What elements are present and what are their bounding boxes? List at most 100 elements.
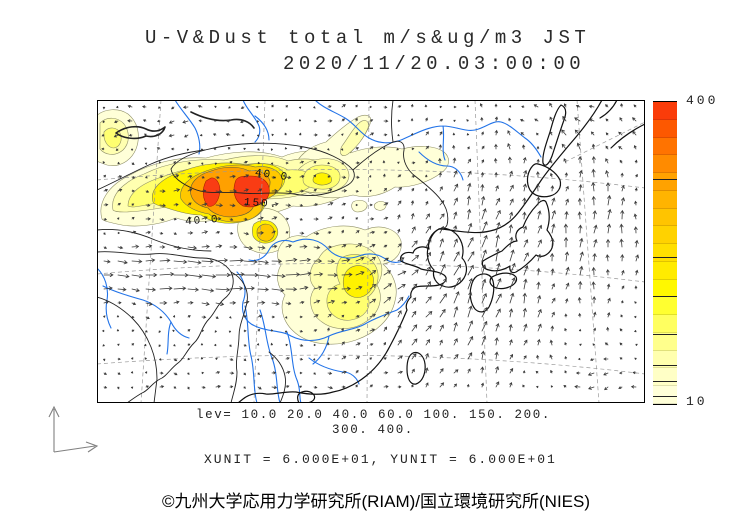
wind-arrow <box>117 161 120 165</box>
wind-arrow <box>509 184 514 192</box>
wind-arrow <box>494 351 499 360</box>
wind-arrow <box>299 258 311 262</box>
wind-arrow <box>397 134 400 137</box>
wind-arrow <box>341 104 346 108</box>
wind-arrow <box>635 254 639 262</box>
wind-arrow <box>201 244 210 249</box>
wind-arrow <box>257 175 262 178</box>
coastlines <box>237 100 645 403</box>
wind-arrow <box>620 314 623 318</box>
wind-arrow <box>397 257 405 262</box>
wind-arrow <box>355 356 360 360</box>
wind-arrow <box>425 296 432 304</box>
wind-arrow <box>299 301 305 304</box>
wind-arrow <box>201 176 205 179</box>
wind-arrow <box>522 211 527 220</box>
wind-arrow <box>383 385 389 389</box>
wind-arrow <box>411 212 415 220</box>
wind-arrow <box>299 132 302 136</box>
wind-arrow <box>369 370 373 374</box>
wind-arrow <box>439 186 443 192</box>
wind-arrow <box>494 337 499 346</box>
wind-arrow <box>564 355 568 360</box>
wind-arrow <box>481 145 485 150</box>
wind-arrow <box>481 335 487 346</box>
wind-arrow <box>383 216 389 220</box>
wind-arrow <box>131 230 137 234</box>
wind-arrow <box>509 339 513 346</box>
river-path <box>314 100 542 161</box>
wind-arrow <box>481 234 488 248</box>
colorbar-segment <box>653 226 677 245</box>
wind-arrow <box>215 385 221 389</box>
graticule-meridian <box>474 100 488 403</box>
graticule-meridian <box>366 100 370 403</box>
wind-arrow <box>480 117 484 122</box>
coastline-korea <box>426 227 468 288</box>
wind-arrow <box>578 224 583 234</box>
coastline-hokkaido <box>526 163 562 198</box>
wind-arrow <box>257 386 262 390</box>
wind-arrow <box>439 213 445 220</box>
wind-arrow <box>536 267 541 276</box>
wind-arrow <box>243 232 250 236</box>
wind-arrow <box>215 231 221 234</box>
wind-arrow <box>103 358 106 362</box>
wind-arrow <box>425 352 429 360</box>
wind-arrow <box>117 202 121 206</box>
graticule-meridian <box>253 100 266 403</box>
wind-arrow <box>201 315 207 319</box>
wind-arrow <box>383 147 386 150</box>
wind-arrow <box>522 384 525 388</box>
colorbar-segment <box>653 208 677 227</box>
wind-arrow <box>509 277 516 290</box>
wind-arrow <box>271 244 278 249</box>
wind-arrow <box>523 252 529 262</box>
wind-arrow <box>549 131 553 136</box>
graticule-lines <box>97 100 645 403</box>
wind-arrow <box>369 230 376 234</box>
wind-arrow <box>438 171 442 178</box>
wind-arrow <box>145 330 148 333</box>
wind-arrow <box>564 172 568 178</box>
wind-arrow <box>229 286 244 291</box>
wind-arrow <box>523 355 527 360</box>
wind-arrow <box>589 118 595 122</box>
wind-arrow <box>523 339 528 346</box>
wind-arrow <box>607 297 611 304</box>
wind-arrow <box>229 272 245 277</box>
wind-arrow <box>284 132 287 136</box>
wind-arrow <box>453 291 460 304</box>
wind-arrow <box>171 106 175 110</box>
wind-arrow <box>495 221 501 234</box>
wind-arrow <box>550 172 553 178</box>
wind-arrow <box>634 200 638 206</box>
wind-arrow <box>257 148 260 151</box>
wind-arrow <box>494 143 498 150</box>
wind-arrow <box>605 254 610 262</box>
wind-arrow <box>635 173 638 178</box>
wind-arrow <box>168 120 175 124</box>
wind-arrow <box>508 224 513 234</box>
wind-arrow <box>383 133 388 137</box>
wind-arrow <box>369 298 377 304</box>
wind-arrow <box>397 310 402 318</box>
wind-arrow <box>619 117 623 122</box>
wind-arrow <box>228 330 232 334</box>
wind-arrow <box>396 148 399 151</box>
wind-arrow <box>634 357 637 360</box>
wind-arrow <box>355 256 365 262</box>
wind-arrow <box>520 132 525 136</box>
wind-arrow <box>621 269 625 276</box>
graticule-meridian <box>576 100 600 403</box>
wind-arrow <box>439 105 443 109</box>
wind-arrow <box>271 259 283 264</box>
coastline-mainland <box>438 100 603 234</box>
wind-arrow <box>620 209 625 220</box>
wind-arrow <box>438 144 442 150</box>
wind-arrow <box>452 144 456 150</box>
wind-arrow <box>534 118 539 122</box>
wind-arrow <box>633 213 638 220</box>
wind-arrow <box>187 175 193 179</box>
